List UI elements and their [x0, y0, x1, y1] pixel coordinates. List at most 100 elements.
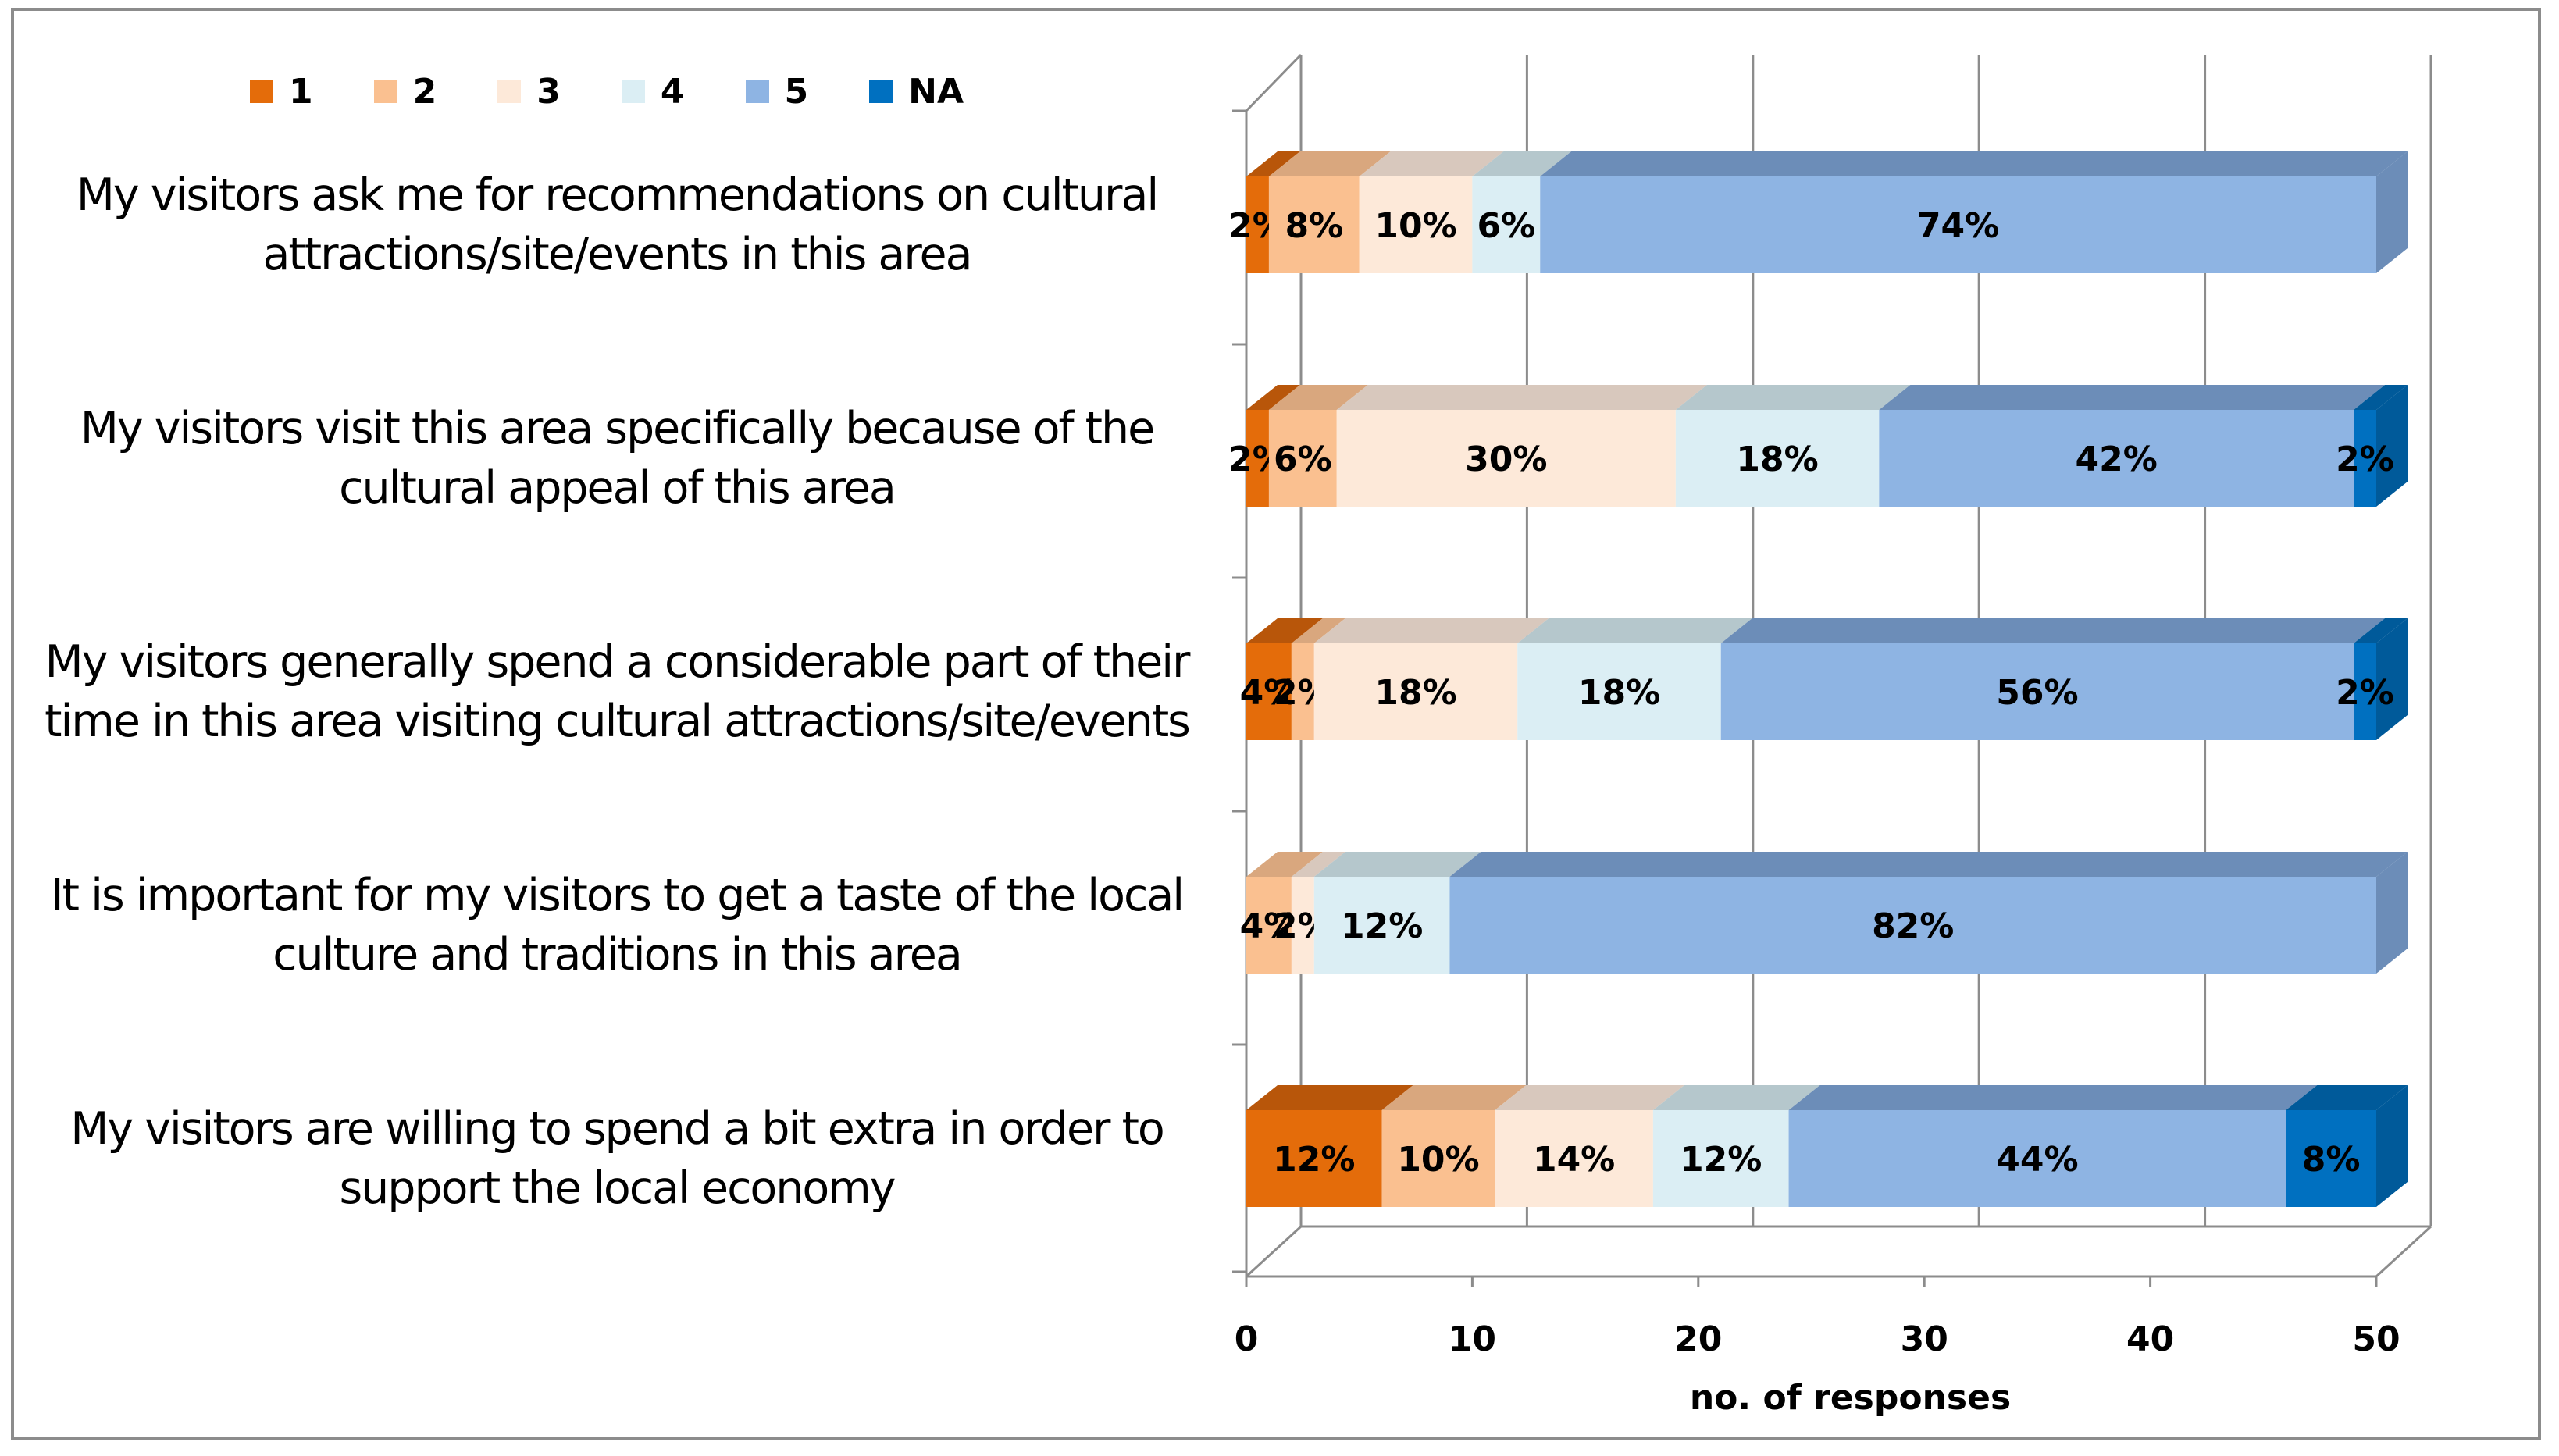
bar-top-3: [1313, 618, 1549, 643]
bar-segment-4: [1675, 410, 1880, 507]
bar-segment-NA: [2286, 1110, 2376, 1207]
bar-side-5: [2376, 151, 2408, 273]
bar-segment-3: [1313, 643, 1518, 740]
category-label-line: time in this area visiting cultural attr…: [45, 696, 1191, 747]
bar-top-5: [1788, 1085, 2318, 1110]
data-label: 2%: [2336, 673, 2394, 713]
data-label: 14%: [1533, 1140, 1615, 1180]
legend-label: 4: [660, 71, 685, 112]
x-tick-label: 0: [1235, 1319, 1259, 1359]
data-label: 12%: [1680, 1140, 1762, 1180]
data-label: 4%: [1240, 673, 1299, 713]
category-label: My visitors visit this area specifically…: [31, 399, 1203, 518]
legend-item: 2: [373, 71, 437, 112]
bar-top-NA: [2354, 385, 2408, 410]
bar-top-4: [1517, 618, 1752, 643]
bar-top-2: [1291, 618, 1345, 643]
data-label: 8%: [2302, 1140, 2361, 1180]
data-label: 6%: [1274, 440, 1332, 479]
bar-side-NA: [2376, 618, 2408, 740]
bar-top-4: [1313, 852, 1481, 877]
bar-segment-4: [1652, 1110, 1789, 1207]
bar-segment-4: [1517, 643, 1721, 740]
bar-top-2: [1246, 852, 1323, 877]
bar-top-3: [1359, 151, 1504, 176]
bar-top-3: [1291, 852, 1345, 877]
bar-segment-2: [1268, 176, 1360, 273]
bar-top-1: [1246, 618, 1323, 643]
data-label: 12%: [1273, 1140, 1355, 1180]
bar-segment-3: [1291, 877, 1314, 974]
bar-top-5: [1449, 852, 2408, 877]
bar-segment-2: [1268, 410, 1337, 507]
legend-swatch: [497, 80, 522, 103]
category-label-line: It is important for my visitors to get a…: [50, 870, 1185, 921]
bar-segment-5: [1540, 176, 2376, 273]
data-label: 30%: [1465, 440, 1547, 479]
category-label: My visitors are willing to spend a bit e…: [31, 1099, 1203, 1218]
bar-top-3: [1336, 385, 1707, 410]
x-tick-label: 50: [2352, 1319, 2400, 1359]
legend-item: 3: [497, 72, 561, 112]
bar-side-5: [2376, 852, 2408, 974]
data-label: 56%: [1996, 673, 2078, 713]
legend-item: 1: [250, 72, 313, 112]
legend-label: 2: [412, 71, 437, 112]
bar-top-2: [1268, 151, 1391, 176]
bar-segment-2: [1291, 643, 1314, 740]
bar-segment-5: [1788, 1110, 2286, 1207]
bar-top-5: [1879, 385, 2386, 410]
bar-segment-5: [1449, 877, 2376, 974]
bar-segment-3: [1495, 1110, 1653, 1207]
data-label: 6%: [1477, 206, 1535, 246]
data-label: 44%: [1996, 1140, 2078, 1180]
category-label-line: My visitors are willing to spend a bit e…: [70, 1103, 1165, 1155]
x-tick-label: 20: [1674, 1319, 1722, 1359]
category-label-line: cultural appeal of this area: [339, 462, 896, 514]
data-label: 18%: [1736, 440, 1818, 479]
category-label-line: support the local economy: [339, 1162, 896, 1214]
bar-top-3: [1495, 1085, 1684, 1110]
category-label: My visitors generally spend a considerab…: [31, 632, 1203, 751]
bar-segment-1: [1246, 410, 1269, 507]
data-label: 18%: [1578, 673, 1660, 713]
bar-side-NA: [2376, 385, 2408, 507]
bar-segment-3: [1336, 410, 1676, 507]
legend-label: NA: [908, 71, 964, 112]
bar-top-2: [1268, 385, 1368, 410]
bar-segment-1: [1246, 1110, 1382, 1207]
legend-label: 3: [536, 71, 561, 112]
x-tick-label: 10: [1449, 1319, 1496, 1359]
legend-label: 5: [784, 71, 809, 112]
floor-right-edge: [2375, 1225, 2432, 1278]
data-label: 10%: [1397, 1140, 1479, 1180]
bar-top-4: [1652, 1085, 1820, 1110]
bar-segment-1: [1246, 643, 1292, 740]
data-label: 10%: [1374, 206, 1456, 246]
legend: 1 2 3 4 5 NA: [250, 64, 1025, 119]
wall-top-edge: [1245, 53, 1303, 112]
data-label: 8%: [1285, 206, 1343, 246]
data-label: 82%: [1872, 906, 1954, 946]
data-label: 42%: [2076, 440, 2158, 479]
legend-label: 1: [289, 71, 313, 112]
category-label-line: My visitors ask me for recommendations o…: [76, 169, 1159, 221]
legend-item: 5: [745, 71, 809, 112]
bar-side-NA: [2376, 1085, 2408, 1207]
floor-left-edge: [1245, 1225, 1303, 1278]
bar-top-2: [1381, 1085, 1527, 1110]
legend-item: 4: [621, 71, 685, 112]
bar-top-1: [1246, 1085, 1413, 1110]
legend-swatch: [745, 80, 769, 103]
bar-segment-1: [1246, 176, 1269, 273]
bar-segment-4: [1313, 877, 1450, 974]
bar-segment-2: [1246, 877, 1292, 974]
bar-segment-5: [1879, 410, 2354, 507]
category-label: My visitors ask me for recommendations o…: [31, 166, 1203, 284]
category-label-line: attractions/site/events in this area: [262, 229, 972, 280]
x-tick-label: 30: [1901, 1319, 1948, 1359]
legend-item: NA: [869, 72, 964, 112]
category-label-line: My visitors generally spend a considerab…: [45, 636, 1191, 688]
bar-top-5: [1540, 151, 2408, 176]
